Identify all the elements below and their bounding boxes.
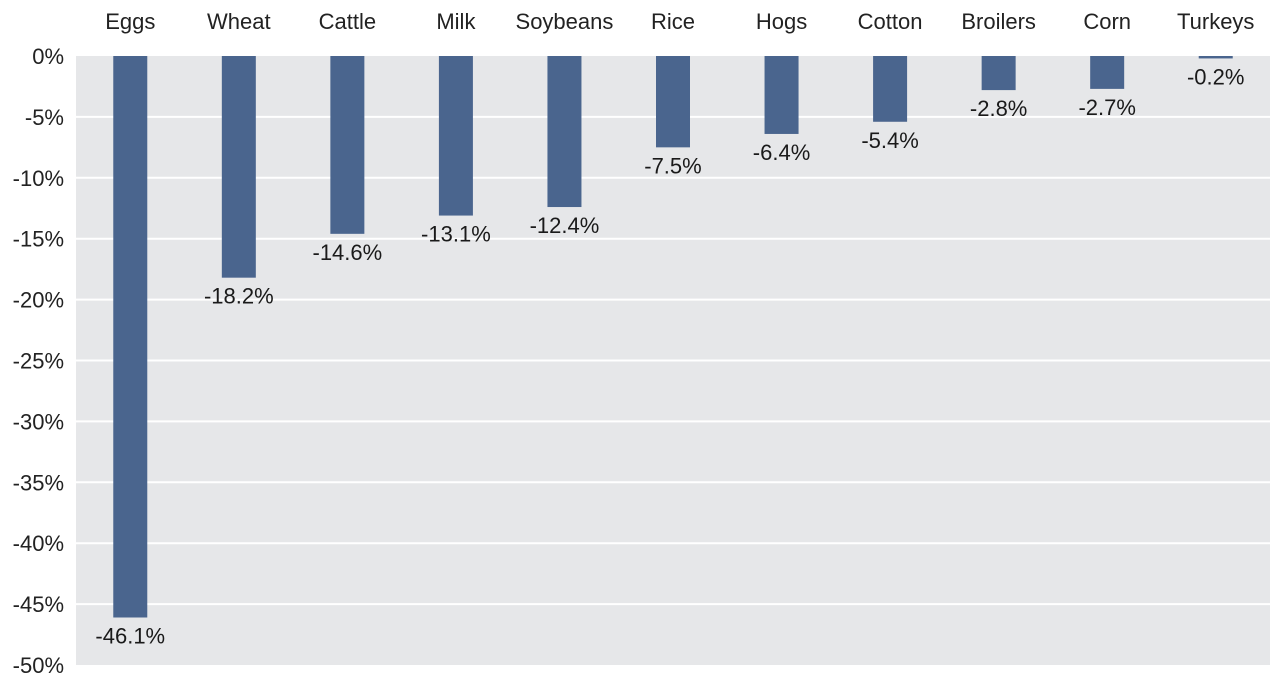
category-label: Eggs <box>105 9 155 34</box>
y-tick-label: 0% <box>32 44 64 69</box>
category-label: Hogs <box>756 9 807 34</box>
category-label: Broilers <box>961 9 1036 34</box>
category-label: Milk <box>436 9 476 34</box>
data-label: -2.7% <box>1078 95 1135 120</box>
category-label: Soybeans <box>516 9 614 34</box>
y-tick-label: -10% <box>13 166 64 191</box>
data-label: -12.4% <box>530 213 600 238</box>
bar-turkeys <box>1198 56 1233 59</box>
bar-milk <box>438 56 473 216</box>
category-label: Turkeys <box>1177 9 1254 34</box>
y-tick-label: -40% <box>13 531 64 556</box>
category-label: Wheat <box>207 9 271 34</box>
data-label: -6.4% <box>753 140 810 165</box>
category-label: Cattle <box>319 9 376 34</box>
data-labels: -46.1% -18.2% -14.6% -13.1% -12.4% -7.5% -6.4%… <box>95 64 1244 648</box>
data-label: -13.1% <box>421 222 491 247</box>
category-label: Corn <box>1083 9 1131 34</box>
data-label: -0.2% <box>1187 64 1244 89</box>
y-tick-label: -25% <box>13 349 64 374</box>
bar-corn <box>1090 56 1125 89</box>
data-label: -5.4% <box>861 128 918 153</box>
bars <box>113 56 1233 618</box>
data-label: -46.1% <box>95 623 165 648</box>
bar-eggs <box>113 56 148 618</box>
y-tick-label: -15% <box>13 227 64 252</box>
bar-wheat <box>221 56 256 278</box>
y-tick-label: -5% <box>25 105 64 130</box>
data-label: -14.6% <box>313 240 383 265</box>
data-label: -18.2% <box>204 284 274 309</box>
category-labels: Eggs Wheat Cattle Milk Soybeans Rice Hogs Cotto… <box>105 9 1254 34</box>
bar-soybeans <box>547 56 582 208</box>
y-tick-label: -20% <box>13 288 64 313</box>
gridlines <box>76 115 1270 606</box>
bar-cotton <box>873 56 908 122</box>
bar-cattle <box>330 56 365 234</box>
data-label: -7.5% <box>644 153 701 178</box>
data-label: -2.8% <box>970 96 1027 121</box>
y-tick-label: -35% <box>13 470 64 495</box>
category-label: Rice <box>651 9 695 34</box>
bar-hogs <box>764 56 799 134</box>
y-axis-tick-labels: 0% -5% -10% -15% -20% -25% -30% -35% -40% -45% -50… <box>13 44 64 677</box>
y-tick-label: -30% <box>13 409 64 434</box>
bar-broilers <box>981 56 1016 91</box>
bar-rice <box>656 56 690 148</box>
y-tick-label: -50% <box>13 653 64 677</box>
category-label: Cotton <box>858 9 923 34</box>
y-tick-label: -45% <box>13 592 64 617</box>
